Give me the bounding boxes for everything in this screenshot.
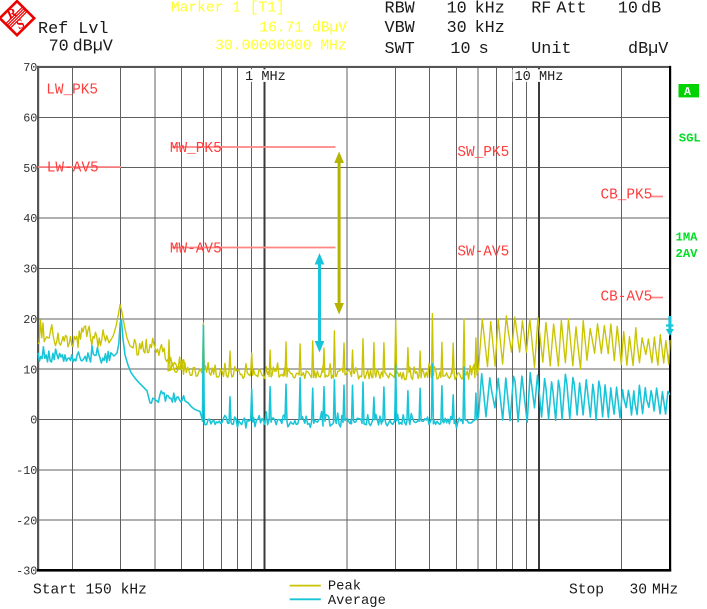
svg-text:SWT: SWT: [385, 40, 415, 59]
svg-text:Unit: Unit: [531, 40, 571, 59]
svg-text:1MA: 1MA: [676, 231, 699, 245]
svg-text:60: 60: [23, 112, 37, 126]
svg-text:30: 30: [447, 19, 467, 38]
svg-text:Att: Att: [556, 0, 586, 19]
svg-text:16.71 dBµV: 16.71 dBµV: [259, 20, 347, 36]
svg-text:A: A: [684, 86, 691, 99]
svg-text:SGL: SGL: [679, 132, 701, 146]
svg-text:kHz: kHz: [475, 0, 505, 19]
svg-text:40: 40: [23, 212, 37, 226]
svg-text:70: 70: [49, 38, 69, 57]
svg-text:LW_PK5: LW_PK5: [46, 83, 98, 99]
svg-text:VBW: VBW: [385, 19, 416, 38]
svg-text:1 MHz: 1 MHz: [245, 70, 286, 85]
svg-text:Stop: Stop: [569, 583, 604, 599]
svg-text:10 MHz: 10 MHz: [515, 70, 564, 85]
svg-text:MW-AV5: MW-AV5: [170, 242, 222, 258]
svg-text:70: 70: [23, 61, 37, 75]
svg-text:30.00000000 MHz: 30.00000000 MHz: [215, 39, 346, 55]
svg-text:CB-AV5: CB-AV5: [601, 290, 653, 306]
svg-text:20: 20: [23, 313, 37, 327]
svg-text:SW_PK5: SW_PK5: [457, 145, 509, 161]
svg-text:MHz: MHz: [652, 583, 678, 599]
svg-text:-30: -30: [16, 565, 37, 579]
svg-text:SW-AV5: SW-AV5: [457, 245, 509, 261]
svg-text:2AV: 2AV: [676, 247, 699, 261]
svg-text:0: 0: [30, 414, 37, 428]
svg-text:dB: dB: [641, 0, 661, 19]
svg-text:10: 10: [23, 363, 37, 377]
svg-text:10: 10: [450, 40, 470, 59]
svg-text:10: 10: [618, 0, 638, 19]
svg-text:LW-AV5: LW-AV5: [47, 161, 99, 177]
svg-text:Average: Average: [328, 594, 386, 609]
svg-text:s: s: [479, 40, 489, 59]
svg-text:MW_PK5: MW_PK5: [170, 141, 222, 157]
svg-text:kHz: kHz: [475, 19, 505, 38]
svg-text:-10: -10: [16, 464, 37, 478]
svg-text:10: 10: [447, 0, 467, 19]
svg-text:30: 30: [23, 263, 37, 277]
svg-text:dBµV: dBµV: [73, 38, 113, 57]
svg-text:30: 30: [630, 583, 648, 599]
svg-text:Ref Lvl: Ref Lvl: [38, 20, 109, 39]
svg-text:-20: -20: [16, 514, 37, 528]
svg-text:RF: RF: [531, 0, 551, 19]
svg-text:Peak: Peak: [328, 579, 361, 595]
svg-text:Start 150 kHz: Start 150 kHz: [33, 583, 147, 599]
svg-text:RBW: RBW: [385, 0, 416, 19]
svg-text:50: 50: [23, 162, 37, 176]
svg-text:Marker 1 [T1]: Marker 1 [T1]: [171, 1, 285, 17]
svg-text:dBµV: dBµV: [628, 40, 668, 59]
svg-text:CB_PK5: CB_PK5: [601, 188, 653, 204]
